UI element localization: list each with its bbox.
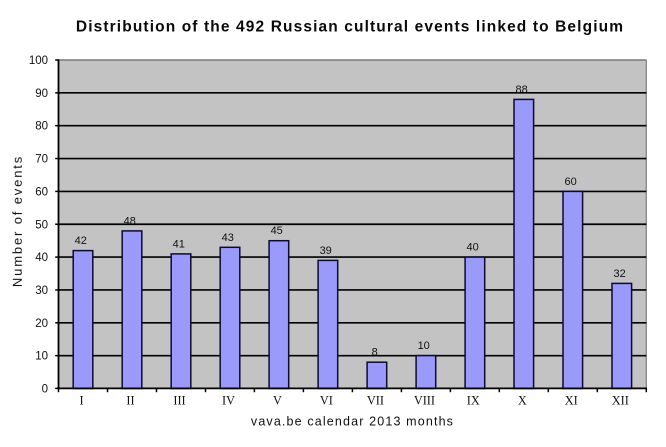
svg-text:10: 10 (418, 340, 430, 352)
svg-text:40: 40 (35, 252, 48, 264)
svg-text:II: II (126, 394, 134, 408)
svg-text:90: 90 (35, 88, 48, 100)
svg-text:43: 43 (222, 232, 234, 244)
svg-text:VI: VI (320, 394, 333, 408)
svg-text:42: 42 (75, 235, 87, 247)
svg-text:10: 10 (35, 351, 48, 363)
svg-text:30: 30 (35, 285, 48, 297)
svg-text:0: 0 (42, 383, 48, 395)
svg-text:III: III (173, 394, 185, 408)
svg-text:45: 45 (271, 225, 283, 237)
svg-text:vava.be calendar 2013 months: vava.be calendar 2013 months (251, 415, 454, 429)
svg-text:88: 88 (515, 84, 527, 96)
svg-text:20: 20 (35, 318, 48, 330)
svg-text:I: I (79, 394, 83, 408)
svg-text:IX: IX (467, 394, 480, 408)
svg-text:IV: IV (222, 394, 235, 408)
svg-text:XII: XII (612, 394, 629, 408)
svg-text:Distribution of the 492 Russia: Distribution of the 492 Russian cultural… (76, 19, 624, 36)
svg-text:VIII: VIII (414, 394, 435, 408)
svg-text:60: 60 (564, 176, 576, 188)
svg-text:V: V (273, 394, 282, 408)
svg-text:80: 80 (35, 121, 48, 133)
svg-text:40: 40 (466, 242, 478, 254)
svg-text:VII: VII (367, 394, 384, 408)
svg-text:70: 70 (35, 154, 48, 166)
svg-text:X: X (518, 394, 527, 408)
svg-text:XI: XI (565, 394, 578, 408)
svg-text:50: 50 (35, 219, 48, 231)
svg-text:32: 32 (613, 268, 625, 280)
svg-text:39: 39 (320, 245, 332, 257)
svg-text:60: 60 (35, 186, 48, 198)
svg-text:100: 100 (29, 55, 48, 67)
svg-text:48: 48 (124, 215, 136, 227)
svg-text:Number of events: Number of events (10, 155, 25, 287)
svg-text:41: 41 (173, 238, 185, 250)
svg-text:8: 8 (372, 347, 378, 359)
